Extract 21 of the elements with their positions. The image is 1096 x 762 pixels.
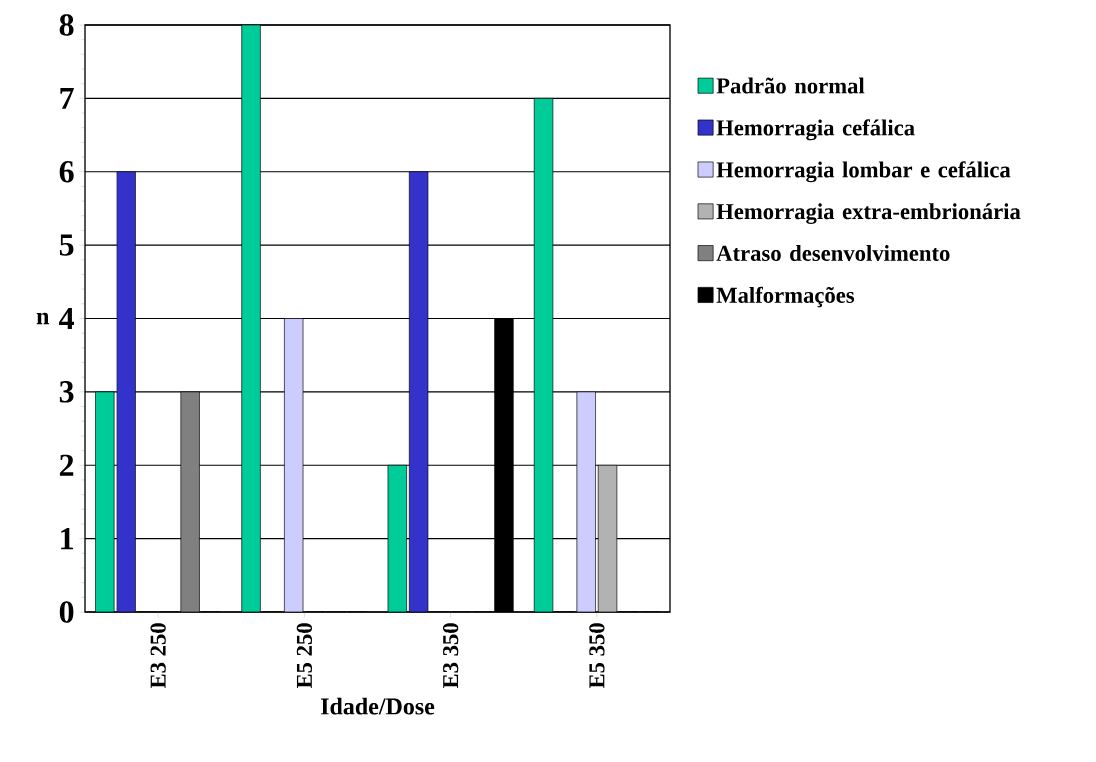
legend-label: Malformações: [716, 286, 855, 308]
y-tick-label: 2: [59, 454, 74, 476]
legend-label: Atraso desenvolvimento: [716, 245, 950, 261]
x-tick-label: E5 250: [296, 623, 313, 689]
y-tick-label: 0: [59, 601, 74, 623]
legend-label: Hemorragia cefálica: [716, 119, 915, 141]
x-axis-title: Idade/Dose: [320, 697, 435, 715]
x-tick-label: E5 350: [589, 623, 605, 689]
legend-label: Padrão normal: [716, 77, 865, 94]
y-tick-label: 3: [59, 381, 74, 403]
y-tick-label: 7: [60, 87, 74, 109]
y-tick-label: 6: [59, 160, 74, 183]
y-tick-label: 1: [61, 528, 73, 550]
x-tick-label: E3 250: [150, 623, 166, 689]
legend-label: Hemorragia extra-embrionária: [716, 203, 1021, 225]
legend-label: Hemorragia lombar e cefálica: [716, 161, 1011, 183]
y-axis-title: n: [36, 312, 50, 325]
y-tick-label: 5: [59, 234, 74, 256]
y-tick-label: 4: [59, 307, 75, 330]
y-tick-label: 8: [59, 14, 74, 36]
x-tick-label: E3 350: [442, 623, 459, 689]
